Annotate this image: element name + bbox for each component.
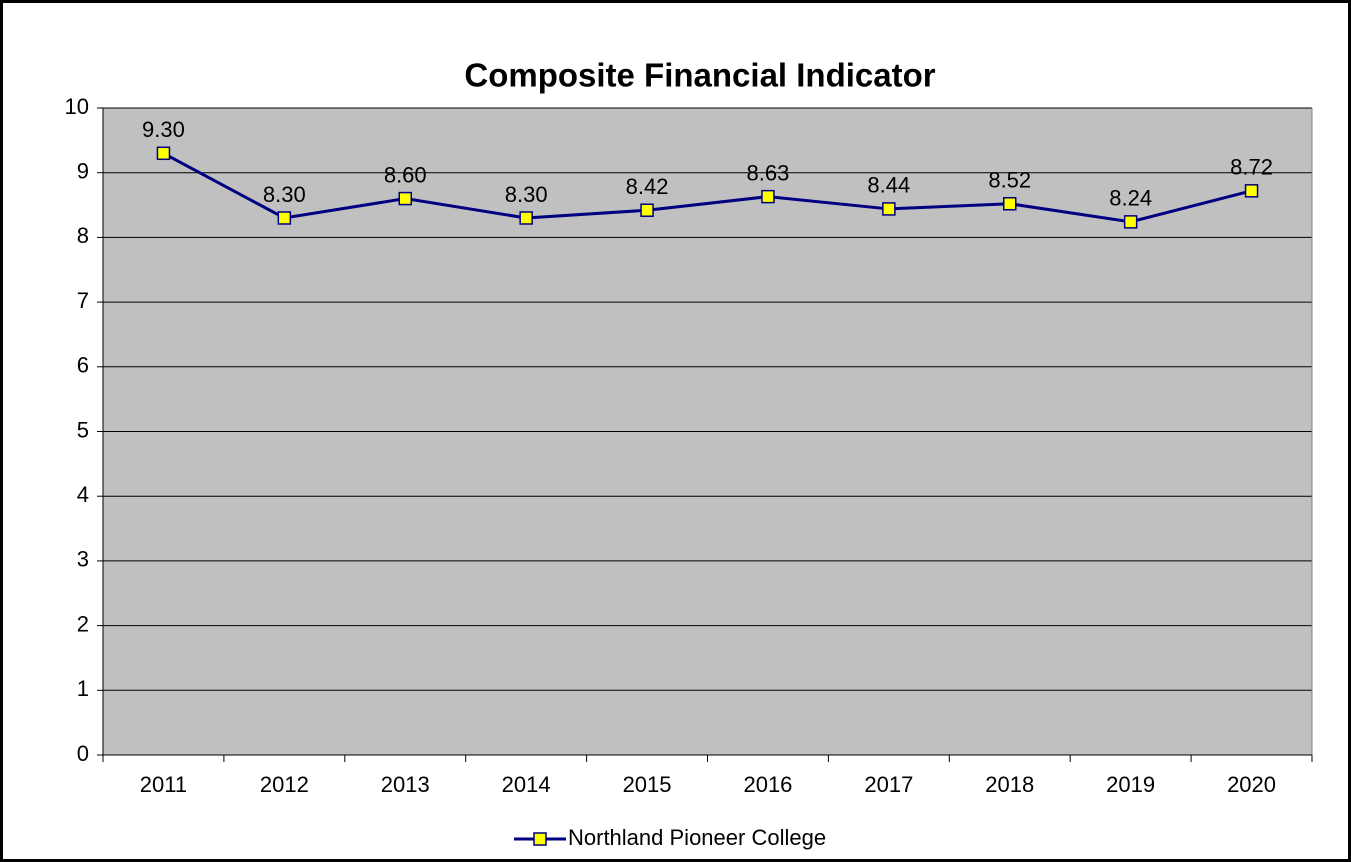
x-tick-label: 2014 bbox=[502, 772, 551, 797]
data-label: 8.60 bbox=[384, 162, 427, 187]
data-label: 8.44 bbox=[867, 173, 910, 198]
marker bbox=[1003, 197, 1017, 211]
data-label: 8.72 bbox=[1230, 155, 1273, 180]
y-tick-label: 2 bbox=[77, 611, 89, 636]
series-line bbox=[162, 151, 1252, 224]
marker bbox=[640, 203, 654, 217]
data-label: 8.24 bbox=[1109, 186, 1152, 211]
marker bbox=[882, 202, 896, 216]
marker bbox=[398, 191, 412, 206]
x-tick-label: 2013 bbox=[381, 772, 430, 797]
y-tick-label: 5 bbox=[77, 417, 89, 442]
marker bbox=[519, 211, 533, 225]
data-label: 8.52 bbox=[988, 168, 1031, 193]
y-tick-label: 0 bbox=[77, 741, 89, 766]
legend-marker bbox=[533, 832, 547, 846]
data-label: 8.30 bbox=[263, 182, 306, 207]
y-tick-label: 4 bbox=[77, 482, 89, 507]
data-label: 9.30 bbox=[142, 117, 185, 142]
data-label: 8.42 bbox=[626, 174, 669, 199]
marker bbox=[1244, 184, 1259, 198]
data-label: 8.30 bbox=[505, 182, 548, 207]
marker bbox=[1123, 215, 1138, 229]
y-tick-label: 6 bbox=[77, 353, 89, 378]
marker bbox=[761, 189, 775, 204]
marker bbox=[277, 211, 292, 225]
legend-label: Northland Pioneer College bbox=[568, 825, 826, 850]
y-tick-label: 7 bbox=[77, 288, 89, 313]
x-tick-label: 2019 bbox=[1106, 772, 1155, 797]
y-tick-label: 9 bbox=[77, 159, 89, 184]
x-tick-label: 2018 bbox=[985, 772, 1034, 797]
x-tick-label: 2012 bbox=[260, 772, 309, 797]
chart-title: Composite Financial Indicator bbox=[464, 57, 935, 94]
x-tick-label: 2016 bbox=[743, 772, 792, 797]
x-tick-label: 2017 bbox=[864, 772, 913, 797]
y-tick-label: 1 bbox=[77, 676, 89, 701]
x-tick-label: 2011 bbox=[140, 772, 187, 797]
y-tick-label: 8 bbox=[77, 223, 89, 248]
marker bbox=[156, 146, 171, 161]
y-tick-label: 10 bbox=[65, 94, 89, 119]
x-tick-label: 2020 bbox=[1227, 772, 1276, 797]
data-label: 8.63 bbox=[747, 160, 790, 185]
y-tick-label: 3 bbox=[77, 547, 89, 572]
x-tick-label: 2015 bbox=[623, 772, 672, 797]
